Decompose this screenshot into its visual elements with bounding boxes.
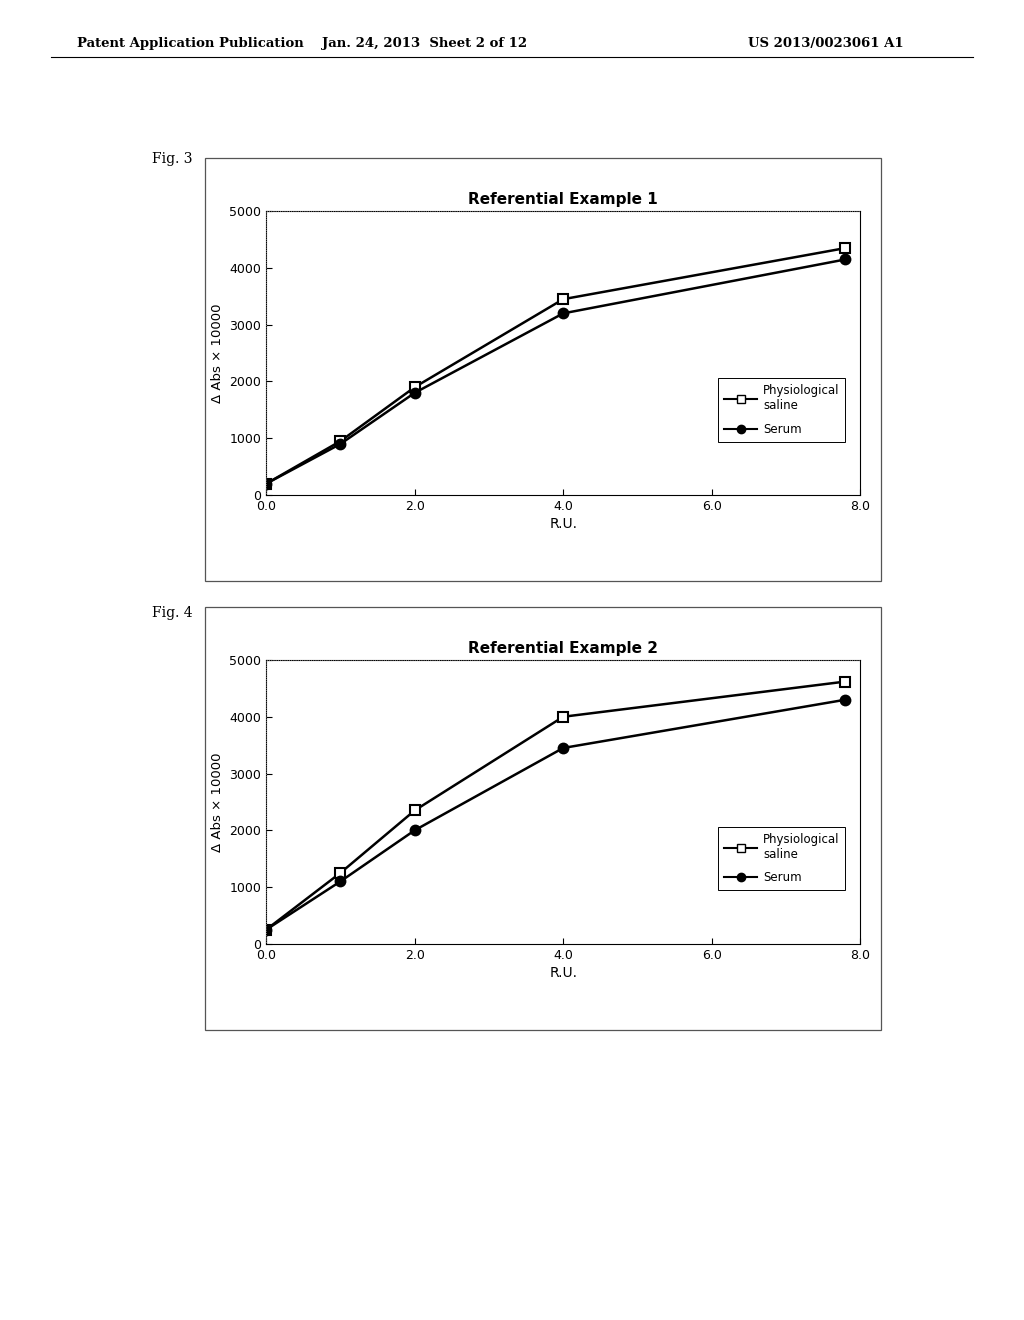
X-axis label: R.U.: R.U.: [549, 517, 578, 531]
Text: US 2013/0023061 A1: US 2013/0023061 A1: [748, 37, 903, 50]
Bar: [266, 660, 860, 944]
Title: Referential Example 1: Referential Example 1: [468, 193, 658, 207]
Text: Fig. 3: Fig. 3: [152, 152, 193, 166]
Text: Fig. 4: Fig. 4: [152, 606, 193, 620]
Legend: Physiological
saline, Serum: Physiological saline, Serum: [718, 378, 846, 442]
Title: Referential Example 2: Referential Example 2: [468, 642, 658, 656]
Text: Patent Application Publication: Patent Application Publication: [77, 37, 303, 50]
Bar: [266, 211, 860, 495]
Y-axis label: Δ Abs × 10000: Δ Abs × 10000: [211, 752, 224, 851]
Y-axis label: Δ Abs × 10000: Δ Abs × 10000: [211, 304, 224, 403]
Text: Jan. 24, 2013  Sheet 2 of 12: Jan. 24, 2013 Sheet 2 of 12: [323, 37, 527, 50]
Legend: Physiological
saline, Serum: Physiological saline, Serum: [718, 826, 846, 891]
X-axis label: R.U.: R.U.: [549, 966, 578, 979]
